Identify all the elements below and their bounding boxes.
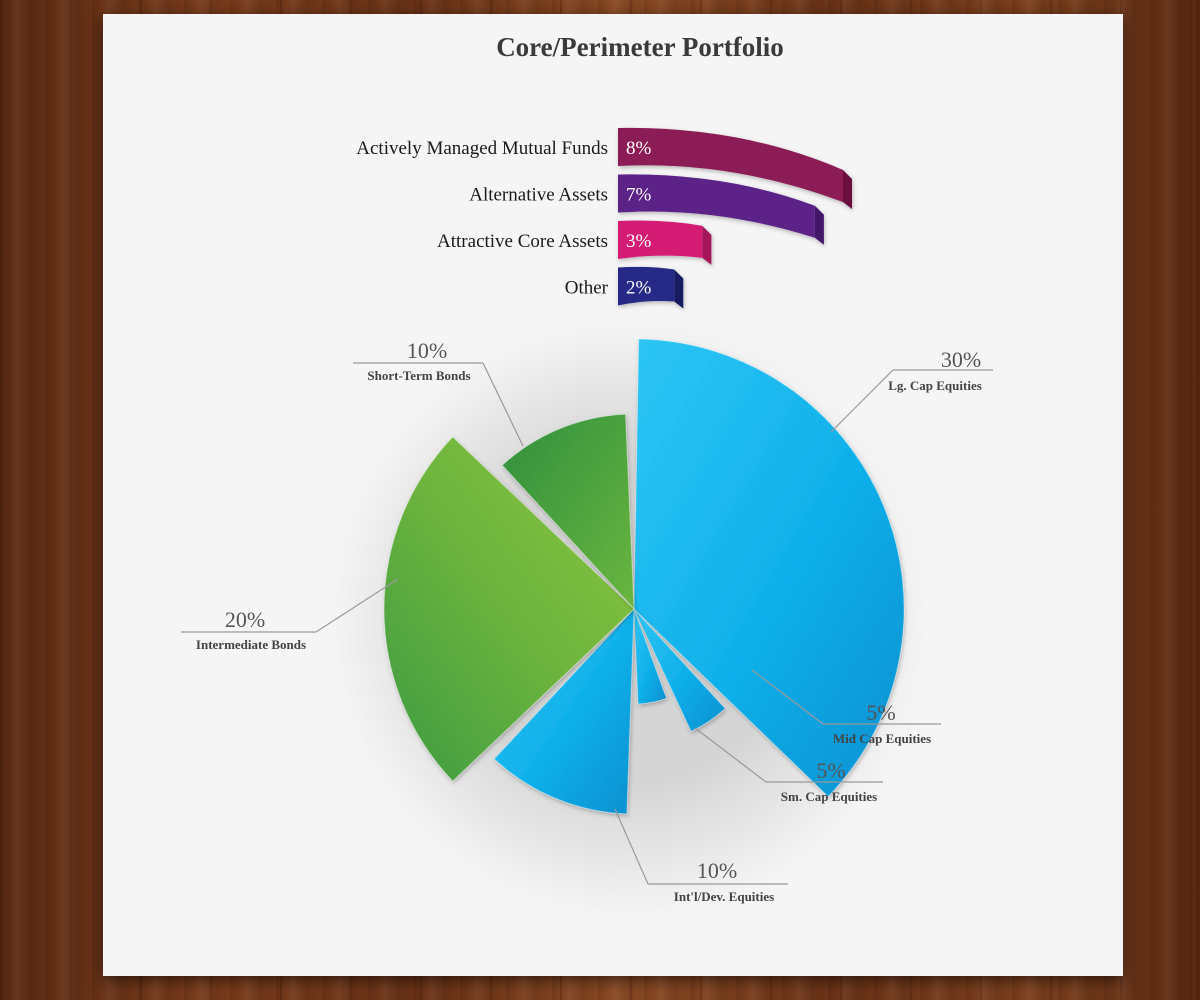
bar-value-attractive-core-assets: 3% (626, 231, 652, 252)
bar-side-actively-managed-mutual-funds (843, 170, 852, 209)
portfolio-chart: Core/Perimeter Portfolio Actively Manage… (181, 32, 993, 919)
pie-value-intermediate-bonds: 20% (225, 607, 265, 632)
leader-line-sm-cap-equities (694, 727, 767, 783)
pie-label-short-term-bonds: Short-Term Bonds (367, 368, 470, 383)
pie-labels: 30% Lg. Cap Equities 5% Mid Cap Equities 5% S… (181, 338, 993, 904)
pie-slice-short-term-bonds (501, 413, 635, 611)
bar-actively-managed-mutual-funds (618, 127, 852, 209)
bar-alternative-assets (618, 174, 824, 245)
bar-face-actively-managed-mutual-funds (618, 127, 843, 202)
leader-line-mid-cap-equities (751, 669, 824, 725)
bar-face-attractive-core-assets (618, 220, 703, 259)
bar-side-alternative-assets (814, 205, 824, 245)
bar-attractive-core-assets (618, 220, 712, 265)
bar-side-attractive-core-assets (702, 225, 712, 265)
bar-face-alternative-assets (618, 174, 815, 238)
pie-slice-sm-cap-equities (633, 608, 668, 705)
pie-label-int-l-dev-equities: Int'l/Dev. Equities (674, 889, 774, 904)
pie-value-short-term-bonds: 10% (407, 338, 447, 363)
pie-slice-intermediate-bonds (383, 436, 635, 782)
pie-value-mid-cap-equities: 5% (866, 700, 895, 725)
curved-bar-chart: Actively Managed Mutual Funds 8% Alternati… (356, 127, 852, 309)
leader-line-int-l-dev-equities (614, 808, 649, 885)
pie-value-int-l-dev-equities: 10% (697, 858, 737, 883)
bar-label-attractive-core-assets: Attractive Core Assets (437, 231, 608, 252)
pie-label-sm-cap-equities: Sm. Cap Equities (781, 789, 877, 804)
bar-label-actively-managed-mutual-funds: Actively Managed Mutual Funds (356, 138, 608, 159)
pie-label-intermediate-bonds: Intermediate Bonds (196, 637, 306, 652)
leader-line-lg-cap-equities (830, 369, 894, 433)
bar-label-other: Other (565, 278, 609, 299)
leader-line-short-term-bonds (482, 362, 524, 447)
bar-label-alternative-assets: Alternative Assets (469, 185, 608, 206)
bar-value-other: 2% (626, 278, 652, 299)
pie-value-lg-cap-equities: 30% (941, 347, 981, 372)
bar-value-alternative-assets: 7% (626, 185, 652, 206)
chart-paper: Core/Perimeter Portfolio Actively Manage… (103, 14, 1123, 976)
bar-value-actively-managed-mutual-funds: 8% (626, 138, 652, 159)
leader-line-intermediate-bonds (315, 578, 399, 633)
pie-chart (329, 319, 929, 919)
pie-slice-mid-cap-equities (633, 608, 726, 733)
bar-face-other (618, 266, 675, 306)
pie-label-mid-cap-equities: Mid Cap Equities (833, 731, 931, 746)
chart-title: Core/Perimeter Portfolio (496, 32, 784, 62)
pie-slice-lg-cap-equities (633, 338, 905, 798)
pie-value-sm-cap-equities: 5% (816, 758, 845, 783)
pie-label-lg-cap-equities: Lg. Cap Equities (888, 378, 982, 393)
bar-side-other (674, 269, 684, 309)
bar-other (618, 266, 684, 309)
